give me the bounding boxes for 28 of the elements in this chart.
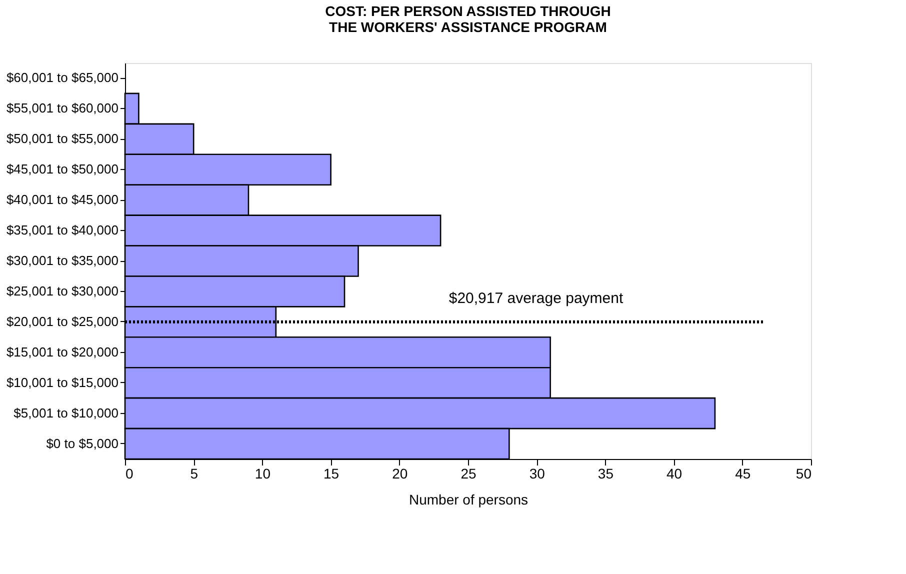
x-tick-label: 0 <box>126 466 134 482</box>
x-axis-title: Number of persons <box>408 492 528 508</box>
x-tick-label: 10 <box>254 466 271 482</box>
x-tick-label: 5 <box>190 466 198 482</box>
x-tick-label: 35 <box>598 466 614 482</box>
text: COST: PER PERSON ASSISTED THROUGH <box>325 3 611 19</box>
x-tick-label: 45 <box>735 466 751 482</box>
y-tick-label: $40,001 to $45,000 <box>6 192 118 208</box>
x-tick-label: 15 <box>324 466 340 482</box>
y-tick-label: $0 to $5,000 <box>46 436 118 451</box>
y-tick-label: $50,001 to $55,000 <box>6 131 118 146</box>
x-tick-label: 40 <box>666 466 682 482</box>
y-tick-label: $60,001 to $65,000 <box>6 70 118 86</box>
x-tick-label: 25 <box>460 466 476 482</box>
y-tick-label: $55,001 to $60,000 <box>6 100 118 116</box>
ref-line-label: $20,917 average payment <box>448 290 624 307</box>
y-tick-label: $35,001 to $40,000 <box>6 222 118 238</box>
x-tick-label: 30 <box>529 466 546 482</box>
y-tick-label: $15,001 to $20,000 <box>6 344 118 360</box>
x-tick-label: 50 <box>796 466 812 482</box>
y-tick-label: $45,001 to $50,000 <box>6 162 118 177</box>
y-tick-label: $25,001 to $30,000 <box>6 283 118 298</box>
y-tick-label: $20,001 to $25,000 <box>6 314 118 329</box>
x-tick-label: 20 <box>392 466 408 482</box>
y-tick-label: $30,001 to $35,000 <box>6 253 118 268</box>
text: THE WORKERS' ASSISTANCE PROGRAM <box>329 19 607 35</box>
y-tick-label: $10,001 to $15,000 <box>6 374 118 390</box>
y-tick-label: $5,001 to $10,000 <box>14 405 118 420</box>
